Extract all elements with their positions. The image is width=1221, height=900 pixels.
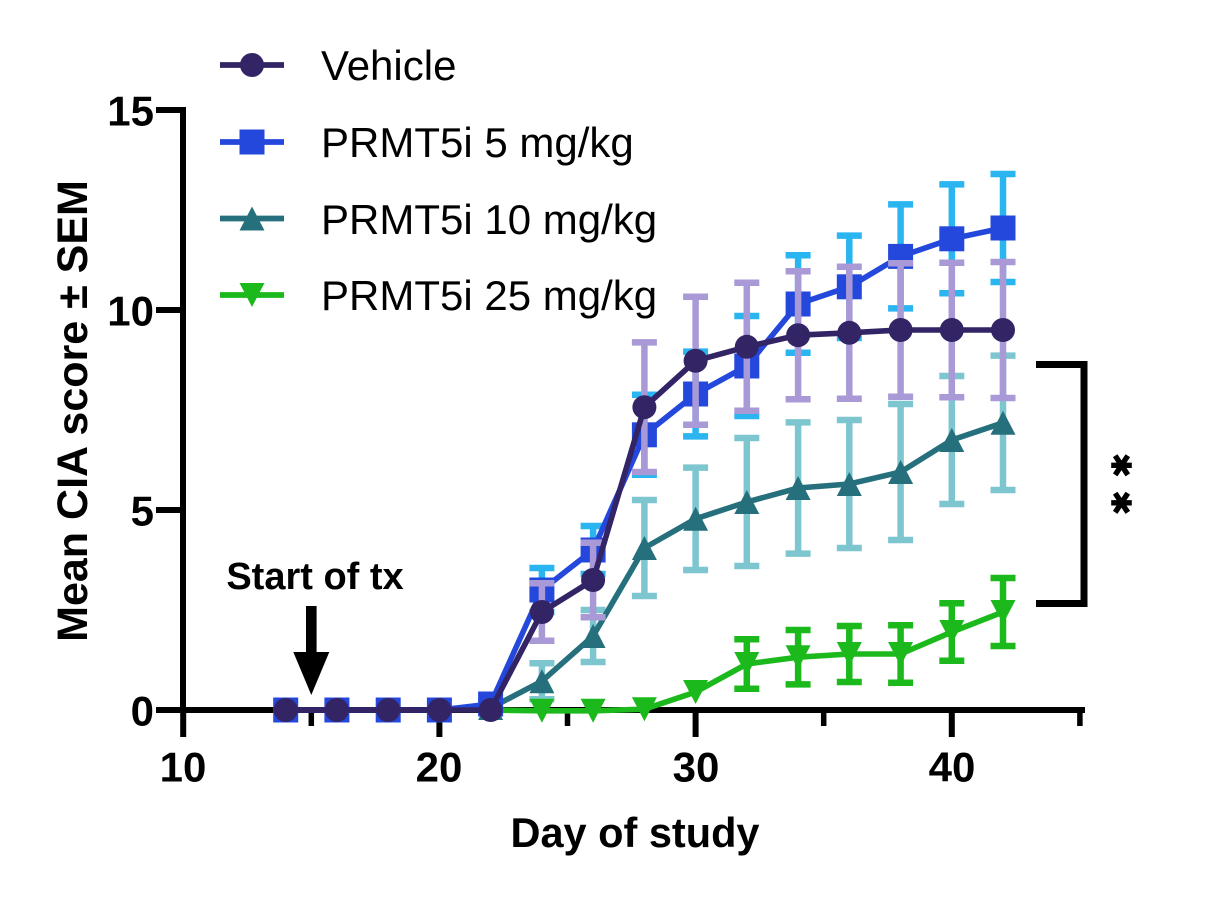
svg-text:PRMT5i 5 mg/kg: PRMT5i 5 mg/kg bbox=[321, 119, 634, 166]
svg-text:5: 5 bbox=[131, 487, 154, 534]
svg-text:20: 20 bbox=[416, 744, 463, 791]
svg-text:Day of study: Day of study bbox=[510, 809, 759, 856]
svg-text:Mean CIA score ± SEM: Mean CIA score ± SEM bbox=[49, 180, 97, 642]
svg-text:PRMT5i 25 mg/kg: PRMT5i 25 mg/kg bbox=[321, 272, 657, 319]
svg-text:Start of tx: Start of tx bbox=[226, 556, 403, 598]
svg-text:30: 30 bbox=[673, 744, 720, 791]
svg-text:15: 15 bbox=[107, 87, 154, 134]
svg-text:40: 40 bbox=[929, 744, 976, 791]
svg-text:PRMT5i 10 mg/kg: PRMT5i 10 mg/kg bbox=[321, 196, 657, 243]
svg-text:10: 10 bbox=[160, 744, 207, 791]
svg-text:0: 0 bbox=[131, 687, 154, 734]
svg-text:10: 10 bbox=[107, 287, 154, 334]
svg-text:Vehicle: Vehicle bbox=[321, 42, 456, 89]
